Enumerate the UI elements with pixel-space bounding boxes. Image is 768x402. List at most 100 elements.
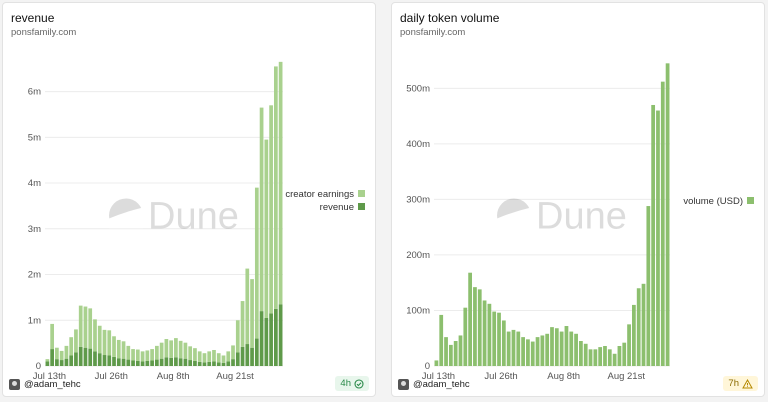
bar-revenue: [64, 358, 69, 366]
bar-volume-usd-: [458, 335, 463, 366]
bar-creator-earnings: [50, 323, 54, 350]
bar-revenue: [269, 313, 273, 366]
bar-volume-usd-: [631, 304, 636, 366]
revenue-chart: 0 1m 2m 3m 4m 5m 6m Dune Jul 13th Jul 26th Aug 8th…: [28, 61, 365, 382]
y-tick-label: 0: [36, 361, 41, 372]
bar-creator-earnings: [74, 329, 78, 353]
bar-creator-earnings: [102, 329, 107, 356]
dune-watermark: Dune: [109, 196, 239, 238]
y-tick-label: 6m: [28, 87, 41, 98]
dune-logo-wave: [497, 207, 531, 233]
bar-creator-earnings: [178, 340, 183, 359]
x-tick-label: Jul 13th: [33, 371, 66, 382]
refresh-badge[interactable]: 4h: [335, 376, 369, 391]
bar-volume-usd-: [660, 81, 665, 367]
bar-revenue: [112, 356, 116, 366]
bar-creator-earnings: [274, 66, 278, 309]
bar-volume-usd-: [603, 346, 607, 366]
x-tick-label: Aug 21st: [216, 371, 254, 382]
bar-volume-usd-: [463, 307, 468, 366]
bar-volume-usd-: [627, 324, 631, 366]
author-footer[interactable]: @adam_tehc: [9, 379, 81, 390]
bar-creator-earnings: [159, 342, 164, 359]
y-tick-label: 100m: [406, 305, 430, 316]
check-circle-icon: [354, 378, 364, 389]
bar-volume-usd-: [468, 272, 473, 366]
bar-volume-usd-: [497, 312, 501, 366]
bar-creator-earnings: [59, 350, 64, 361]
bar-volume-usd-: [501, 320, 506, 366]
bar-revenue: [55, 359, 59, 366]
bar-revenue: [164, 357, 169, 366]
bar-volume-usd-: [607, 349, 612, 366]
bar-revenue: [50, 349, 54, 366]
bar-creator-earnings: [174, 338, 178, 358]
legend-swatch: [358, 203, 365, 210]
warning-icon: [742, 378, 753, 388]
bar-creator-earnings: [126, 345, 131, 360]
bar-volume-usd-: [646, 206, 651, 366]
bar-volume-usd-: [473, 287, 477, 366]
author-name[interactable]: @adam_tehc: [413, 379, 470, 390]
bar-volume-usd-: [444, 337, 448, 366]
bar-revenue: [145, 360, 150, 366]
bar-creator-earnings: [64, 345, 69, 359]
bar-revenue: [126, 359, 131, 366]
bar-volume-usd-: [535, 337, 540, 366]
bar-creator-earnings: [202, 353, 207, 363]
bar-volume-usd-: [492, 311, 497, 366]
bar-revenue: [254, 338, 259, 366]
chart-title: daily token volume: [400, 11, 500, 25]
bar-revenue: [88, 348, 93, 366]
bar-volume-usd-: [598, 347, 603, 366]
bar-revenue: [140, 361, 145, 366]
bar-volume-usd-: [434, 360, 439, 366]
bar-volume-usd-: [665, 63, 670, 367]
bar-revenue: [102, 355, 107, 366]
bar-revenue: [121, 358, 126, 366]
bar-volume-usd-: [453, 341, 458, 366]
refresh-badge[interactable]: 7h: [723, 376, 758, 391]
dune-logo-icon: [497, 198, 531, 233]
bar-creator-earnings: [254, 187, 259, 339]
bar-creator-earnings: [235, 320, 240, 353]
bar-revenue: [212, 361, 216, 366]
bar-volume-usd-: [574, 333, 578, 366]
chart-subtitle[interactable]: ponsfamily.com: [400, 27, 466, 38]
x-tick-label: Jul 26th: [95, 371, 128, 382]
bar-creator-earnings: [193, 348, 197, 361]
bar-creator-earnings: [259, 107, 264, 312]
author-footer[interactable]: @adam_tehc: [398, 379, 470, 390]
bar-volume-usd-: [588, 349, 593, 366]
bar-creator-earnings: [150, 349, 154, 361]
bar-creator-earnings: [269, 105, 273, 314]
bar-volume-usd-: [521, 337, 525, 366]
bar-volume-usd-: [564, 326, 569, 366]
bar-volume-usd-: [545, 333, 550, 366]
bar-creator-earnings: [97, 325, 102, 354]
bar-volume-usd-: [550, 327, 554, 366]
bar-creator-earnings: [245, 268, 250, 345]
bar-volume-usd-: [579, 341, 583, 366]
avatar: [398, 379, 409, 390]
legend-label: revenue: [320, 202, 354, 213]
y-tick-label: 1m: [28, 315, 41, 326]
bar-revenue: [278, 304, 283, 366]
author-name[interactable]: @adam_tehc: [24, 379, 81, 390]
bar-revenue: [178, 358, 183, 366]
bar-volume-usd-: [612, 353, 617, 366]
chart-subtitle[interactable]: ponsfamily.com: [11, 27, 77, 38]
dune-logo-wave: [109, 207, 143, 233]
bar-creator-earnings: [216, 353, 221, 363]
bar-volume-usd-: [622, 342, 627, 366]
bar-creator-earnings: [155, 345, 159, 360]
x-tick-label: Jul 26th: [484, 371, 517, 382]
bar-volume-usd-: [569, 331, 574, 366]
bar-revenue: [235, 352, 240, 366]
volume-chart: 0 100m 200m 300m 400m 500m Dune Jul 13th Jul 26t…: [406, 63, 754, 382]
volume-chart-panel: 0 100m 200m 300m 400m 500m Dune Jul 13th Jul 26t…: [391, 2, 765, 397]
bar-creator-earnings: [188, 346, 193, 361]
bar-revenue: [226, 361, 231, 366]
bar-creator-earnings: [164, 339, 169, 358]
bar-creator-earnings: [131, 349, 135, 361]
